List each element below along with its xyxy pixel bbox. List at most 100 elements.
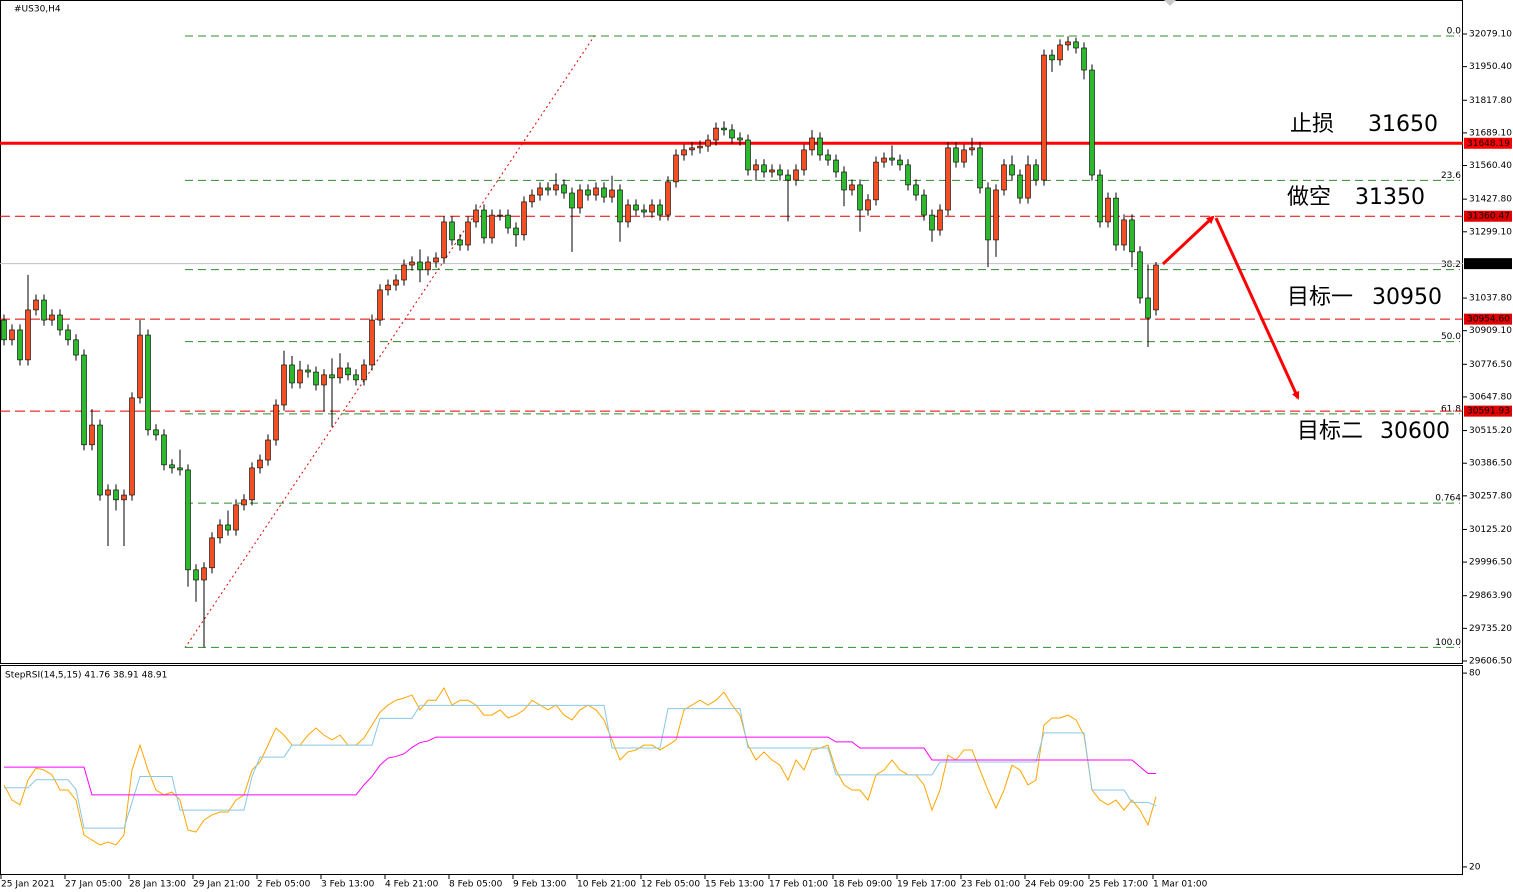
candle-body — [769, 169, 775, 173]
candle-body — [801, 149, 807, 171]
candle-body — [545, 187, 551, 191]
fib-trend-line — [184, 34, 596, 649]
candle-body — [73, 339, 79, 356]
fib-label: 100.0 — [1435, 638, 1461, 648]
candle-body — [153, 429, 159, 436]
y-tick-label: 29863.90 — [1469, 591, 1512, 601]
candle-body — [649, 204, 655, 213]
candle-body — [97, 424, 103, 496]
candle-body — [273, 404, 279, 441]
level-box — [1464, 210, 1512, 222]
candle-body — [729, 129, 735, 139]
candle-body — [161, 434, 167, 466]
x-tick-label: 2 Feb 05:00 — [257, 880, 311, 890]
candle-body — [169, 464, 175, 469]
annotation-label: 目标一 — [1287, 285, 1353, 310]
candle-body — [745, 139, 751, 171]
y-tick-label: 30125.20 — [1469, 525, 1512, 535]
candle-body — [457, 239, 463, 246]
candle-body — [1113, 197, 1119, 246]
y-tick-label: 31037.80 — [1469, 294, 1512, 304]
arrow-up — [1161, 215, 1215, 266]
y-tick-label: 31427.80 — [1469, 195, 1512, 205]
rsi-frame — [0, 665, 1463, 875]
candle-body — [33, 299, 39, 311]
candle-body — [113, 489, 119, 501]
candle-body — [401, 264, 407, 281]
y-tick-label: 30386.50 — [1469, 459, 1512, 469]
annotation-value: 30600 — [1380, 419, 1450, 444]
x-tick-label: 25 Jan 2021 — [1, 880, 55, 890]
candle-body — [641, 209, 647, 213]
candle-body — [249, 467, 255, 501]
candle-body — [9, 329, 15, 341]
candle-body — [673, 154, 679, 183]
candle-body — [1145, 297, 1151, 319]
candle-body — [809, 137, 815, 151]
candle-body — [385, 284, 391, 291]
candle-body — [969, 147, 975, 151]
candle-body — [217, 524, 223, 539]
candle-body — [1025, 164, 1031, 199]
candle-body — [281, 364, 287, 406]
candle-body — [241, 499, 247, 506]
candle-body — [737, 137, 743, 141]
x-tick-label: 25 Feb 17:00 — [1089, 880, 1148, 890]
candle-body — [1, 319, 7, 341]
candle-body — [25, 309, 31, 361]
x-tick-label: 10 Feb 21:00 — [577, 880, 636, 890]
candle-body — [937, 209, 943, 231]
y-tick-label: 31299.10 — [1469, 227, 1512, 237]
y-tick-label: 29996.50 — [1469, 558, 1512, 568]
candle-body — [689, 147, 695, 151]
x-tick-label: 27 Jan 05:00 — [65, 880, 122, 890]
annotation-value: 30950 — [1372, 285, 1442, 310]
candle-body — [753, 164, 759, 171]
y-tick-label: 31817.80 — [1469, 96, 1512, 106]
y-tick-label: 20 — [1469, 862, 1481, 872]
candle-body — [617, 189, 623, 223]
candle-body — [841, 171, 847, 191]
candle-body — [433, 257, 439, 263]
candle-body — [121, 494, 127, 501]
candle-body — [1153, 264, 1159, 311]
candle-body — [577, 189, 583, 209]
candle-body — [513, 227, 519, 236]
annotation-label: 止损 — [1290, 112, 1334, 137]
candle-body — [417, 261, 423, 271]
candle-body — [57, 314, 63, 331]
fib-label: 61.8 — [1441, 404, 1461, 414]
candle-body — [193, 569, 199, 581]
candle-body — [889, 157, 895, 161]
y-tick-label: 31560.40 — [1469, 161, 1512, 171]
candle-body — [953, 147, 959, 163]
candle-body — [705, 139, 711, 147]
x-tick-label: 17 Feb 01:00 — [769, 880, 828, 890]
candle-body — [265, 439, 271, 461]
fib-label: 23.6 — [1441, 171, 1461, 181]
candle-body — [465, 221, 471, 246]
candle-body — [601, 187, 607, 198]
y-tick-label: 31950.40 — [1469, 62, 1512, 72]
candle-body — [993, 189, 999, 241]
y-tick-label: 32079.10 — [1469, 30, 1512, 40]
candle-body — [89, 424, 95, 446]
x-tick-label: 8 Feb 05:00 — [449, 880, 503, 890]
x-tick-label: 9 Feb 13:00 — [513, 880, 567, 890]
annotation-label: 做空 — [1287, 185, 1331, 210]
level-label: 31360.47 — [1467, 212, 1510, 222]
x-tick-label: 29 Jan 21:00 — [193, 880, 250, 890]
candle-body — [817, 137, 823, 156]
candle-body — [441, 221, 447, 259]
fib-label: 0.0 — [1447, 27, 1462, 37]
candle-body — [305, 369, 311, 373]
shift-marker — [1164, 0, 1176, 6]
candle-body — [1073, 41, 1079, 49]
y-tick-label: 80 — [1469, 669, 1481, 679]
y-tick-label: 30515.20 — [1469, 426, 1512, 436]
candle-body — [1041, 54, 1047, 181]
candle-body — [185, 469, 191, 571]
candle-body — [657, 204, 663, 216]
